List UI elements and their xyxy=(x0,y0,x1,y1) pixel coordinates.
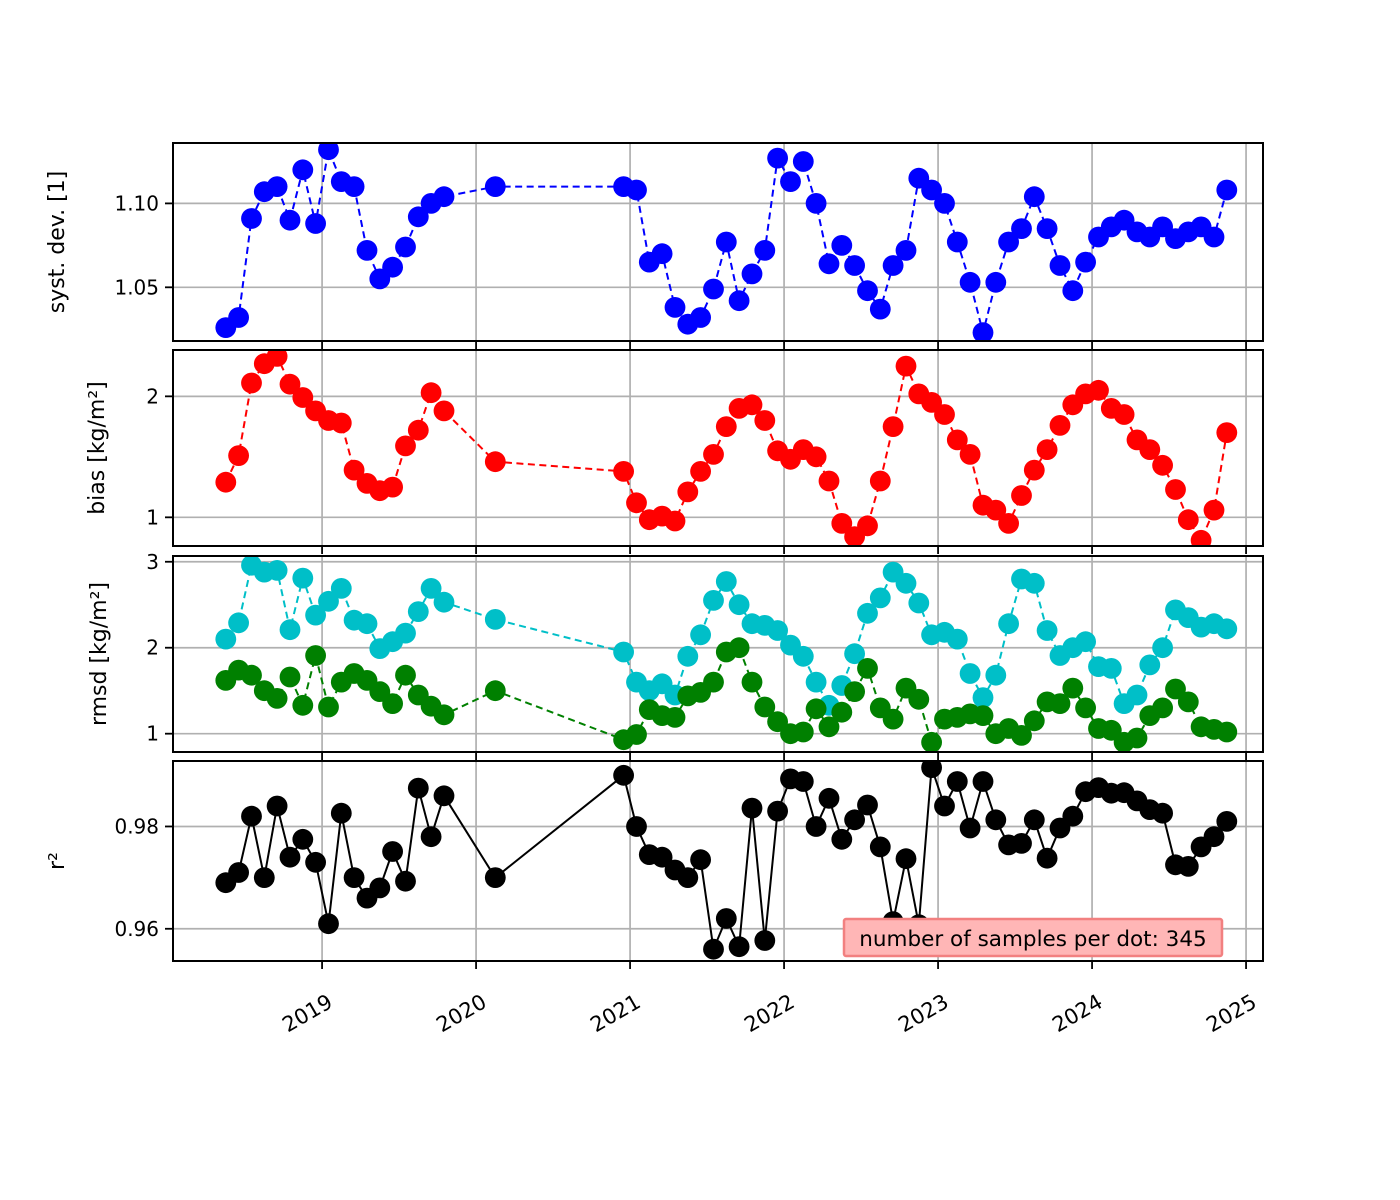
axis-ticks xyxy=(165,395,1247,554)
x-tick-label: 2024 xyxy=(1048,990,1106,1038)
panel-bias: 21 xyxy=(146,349,1264,554)
y-tick-label: 3 xyxy=(146,550,159,574)
x-tick-label: 2019 xyxy=(278,990,336,1038)
axis-ticks xyxy=(165,825,1247,969)
y-tick-label: 1 xyxy=(146,722,159,746)
series-points-r2 xyxy=(215,761,1238,960)
panel-rmsd: 3 2 1 xyxy=(146,550,1264,760)
x-tick-label: 2021 xyxy=(586,990,644,1038)
series-points-rmsd-green xyxy=(215,637,1238,752)
y-tick-label: 2 xyxy=(146,636,159,660)
axis-ticks xyxy=(165,560,1247,760)
y-tick-label: 0.98 xyxy=(114,814,159,838)
series-points-rmsd-cyan xyxy=(215,556,1238,716)
series-points-bias xyxy=(215,350,1238,546)
y-tick-label: 1.10 xyxy=(114,191,159,215)
ylabel-r2: r² xyxy=(45,852,70,870)
x-tick-label: 2022 xyxy=(740,990,798,1038)
panel-r2: 0.98 0.96 xyxy=(114,760,1264,969)
panel-frame xyxy=(172,760,1264,962)
x-tick-label: 2025 xyxy=(1202,990,1260,1038)
annotation-bg xyxy=(842,917,1224,958)
y-tick-label: 1.05 xyxy=(114,275,159,299)
panel-syst-dev: 1.10 1.05 xyxy=(114,142,1264,349)
panel-frame xyxy=(172,555,1264,753)
series-points-syst-dev xyxy=(215,143,1238,341)
y-tick-label: 2 xyxy=(146,384,159,408)
ylabel-bias: bias [kg/m²] xyxy=(85,381,110,515)
panel-frame xyxy=(172,142,1264,342)
y-tick-label: 1 xyxy=(146,505,159,529)
ylabel-rmsd: rmsd [kg/m²] xyxy=(87,582,112,726)
annotation-box: number of samples per dot: 345 xyxy=(842,917,1224,958)
x-tick-label: 2023 xyxy=(894,990,952,1038)
axis-ticks xyxy=(165,202,1247,349)
annotation-text: number of samples per dot: 345 xyxy=(859,927,1206,952)
x-tick-label: 2020 xyxy=(432,990,490,1038)
x-axis-tick-labels: 2019 2020 2021 2022 2023 2024 2025 xyxy=(278,990,1260,1038)
panel-frame xyxy=(172,349,1264,547)
y-tick-label: 0.96 xyxy=(114,917,159,941)
series-line-bias xyxy=(224,354,1228,543)
ylabel-syst-dev: syst. dev. [1] xyxy=(45,171,70,314)
